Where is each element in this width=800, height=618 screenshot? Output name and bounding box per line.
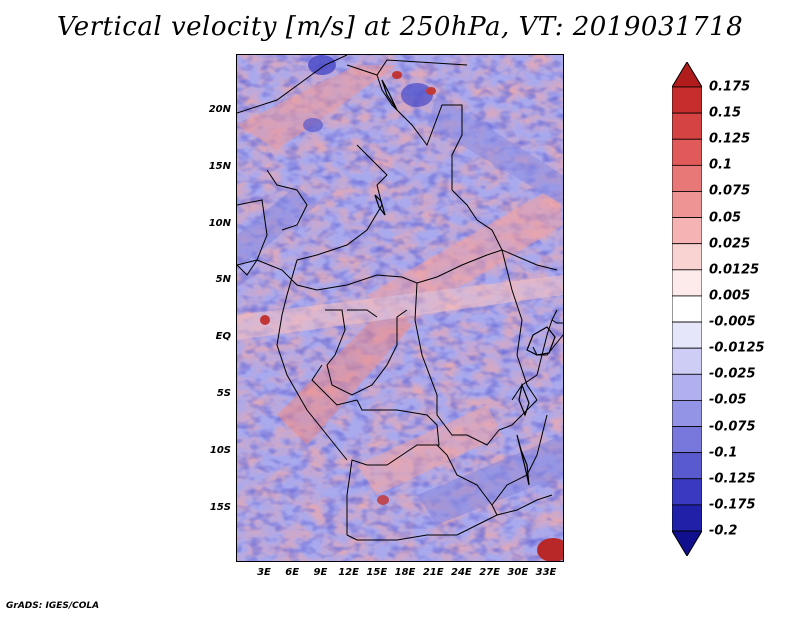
colorbar-label: 0.025 — [709, 236, 751, 252]
colorbar-label: 0.175 — [709, 79, 751, 95]
colorbar-label: 0.05 — [709, 210, 742, 226]
lat-tick-label: EQ — [215, 331, 231, 343]
colorbar-segment — [672, 321, 702, 349]
colorbar-label: -0.2 — [709, 523, 738, 539]
lon-tick-label: 33E — [535, 567, 557, 578]
colorbar-label: -0.0125 — [709, 340, 765, 356]
map-title: Vertical velocity [m/s] at 250hPa, VT: 2… — [56, 12, 744, 42]
colorbar-label: -0.1 — [709, 445, 738, 461]
colorbar-segment — [672, 112, 702, 140]
lon-tick-label: 27E — [479, 567, 500, 578]
colorbar-segment — [672, 164, 702, 192]
colorbar — [672, 62, 702, 556]
colorbar-segment — [672, 269, 702, 297]
colorbar-label: 0.005 — [709, 288, 751, 304]
colorbar-label: 0.125 — [709, 131, 751, 147]
lon-tick-label: 15E — [366, 567, 388, 578]
colorbar-label: -0.125 — [709, 471, 756, 487]
colorbar-label: -0.05 — [709, 392, 747, 408]
colorbar-segment — [672, 347, 702, 375]
colorbar-label: 0.0125 — [709, 262, 760, 278]
lon-tick-label: 30E — [507, 567, 529, 578]
country-boundaries — [237, 55, 563, 541]
lat-tick-label: 5S — [216, 388, 231, 399]
colorbar-segment — [672, 86, 702, 114]
lon-tick-label: 12E — [338, 567, 359, 578]
lat-tick-label: 20N — [208, 104, 231, 115]
colorbar-label: -0.175 — [709, 497, 756, 513]
lon-tick-label: 6E — [285, 567, 300, 578]
colorbar-segment — [672, 373, 702, 401]
colorbar-segment — [672, 217, 702, 245]
lat-tick-label: 10N — [208, 217, 231, 229]
colorbar-segment — [672, 478, 702, 506]
colorbar-segment — [672, 504, 702, 532]
lat-tick-label: 5N — [215, 274, 231, 286]
lat-tick-label: 15S — [209, 501, 231, 513]
lon-tick-label: 9E — [313, 567, 328, 578]
colorbar-label: 0.15 — [709, 105, 742, 121]
map-plot-area — [236, 54, 564, 562]
colorbar-segment — [672, 426, 702, 454]
lat-tick-label: 10S — [209, 444, 231, 456]
colorbar-bottom-arrow — [672, 530, 702, 556]
colorbar-label: 0.075 — [709, 183, 751, 199]
colorbar-top-arrow — [672, 62, 702, 88]
colorbar-segment — [672, 452, 702, 480]
colorbar-segment — [672, 400, 702, 427]
vertical-velocity-field — [237, 55, 563, 561]
colorbar-segment — [672, 191, 702, 218]
colorbar-label: -0.025 — [709, 366, 756, 382]
lat-tick-label: 15N — [208, 160, 231, 172]
colorbar-label: -0.075 — [709, 419, 756, 435]
colorbar-segment — [672, 138, 702, 166]
grads-credit: GrADS: IGES/COLA — [6, 601, 100, 611]
lon-tick-label: 24E — [451, 567, 472, 578]
colorbar-segment — [672, 243, 702, 271]
velocity-bands — [237, 65, 563, 525]
strong-spots — [260, 55, 563, 561]
lon-tick-label: 18E — [394, 567, 416, 578]
colorbar-segment — [672, 295, 702, 323]
lon-tick-label: 21E — [422, 567, 444, 578]
colorbar-label: -0.005 — [709, 314, 756, 330]
lakes — [374, 79, 556, 486]
colorbar-label: 0.1 — [709, 157, 733, 173]
lon-tick-label: 3E — [257, 567, 271, 578]
